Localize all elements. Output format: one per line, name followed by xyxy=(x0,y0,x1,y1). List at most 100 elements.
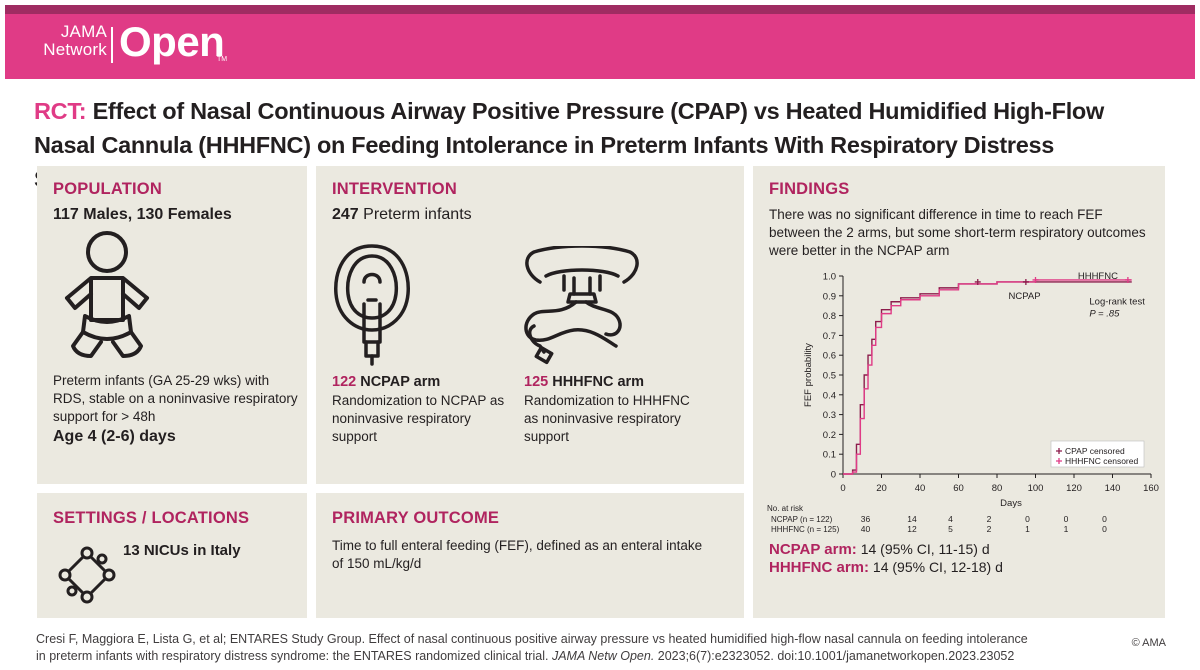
risk-value: 12 xyxy=(907,524,917,534)
citation-journal: JAMA Netw Open. xyxy=(551,649,655,663)
x-tick-label: 140 xyxy=(1105,483,1121,494)
risk-row-label: NCPAP (n = 122) xyxy=(771,515,833,524)
logo-open: Open xyxy=(119,18,225,65)
risk-row-label: HHHFNC (n = 125) xyxy=(771,525,840,534)
findings-label: FINDINGS xyxy=(769,180,850,198)
logo-jama-network: JAMA Network xyxy=(37,23,107,59)
hhhfnc-result-value: 14 (95% CI, 12-18) d xyxy=(872,559,1003,575)
population-headline: 117 Males, 130 Females xyxy=(53,206,232,223)
risk-value: 0 xyxy=(1025,514,1030,524)
citation-part1: Cresi F, Maggiora E, Lista G, et al; ENT… xyxy=(36,632,1028,663)
population-description: Preterm infants (GA 25-29 wks) with RDS,… xyxy=(53,373,298,424)
findings-panel: FINDINGS There was no significant differ… xyxy=(753,166,1165,618)
ncpap-result-label: NCPAP arm: xyxy=(769,541,857,558)
y-tick-label: 0 xyxy=(831,470,836,481)
risk-value: 14 xyxy=(907,514,917,524)
y-tick-label: 0.9 xyxy=(823,291,836,302)
ncpap-result: NCPAP arm: 14 (95% CI, 11-15) d xyxy=(769,541,990,558)
x-tick-label: 60 xyxy=(953,483,964,494)
censor-mark xyxy=(1022,278,1029,285)
annotation-line1: Log-rank test xyxy=(1089,297,1145,308)
x-axis-label: Days xyxy=(1000,498,1022,509)
x-tick-label: 160 xyxy=(1143,483,1159,494)
y-tick-label: 0.2 xyxy=(823,430,836,441)
legend-label: HHHFNC censored xyxy=(1065,456,1138,466)
copyright: © AMA xyxy=(1131,637,1166,649)
legend-label: CPAP censored xyxy=(1065,446,1125,456)
y-tick-label: 1.0 xyxy=(823,272,836,283)
ncpap-result-value: 14 (95% CI, 11-15) d xyxy=(860,541,990,557)
citation: Cresi F, Maggiora E, Lista G, et al; ENT… xyxy=(36,631,1036,665)
logo-line-network: Network xyxy=(43,40,107,59)
population-panel: POPULATION 117 Males, 130 Females Preter… xyxy=(37,166,307,484)
x-tick-label: 20 xyxy=(876,483,887,494)
logo-line-jama: JAMA xyxy=(60,22,107,41)
population-label: POPULATION xyxy=(53,180,162,198)
x-tick-label: 0 xyxy=(840,483,845,494)
y-tick-label: 0.5 xyxy=(823,371,836,382)
legend-marker xyxy=(1056,458,1062,464)
km-chart: 00.10.20.30.40.50.60.70.80.91.00 20 40 60 80… xyxy=(767,271,1159,534)
series-line-hhhfnc xyxy=(843,279,1132,475)
risk-value: 0 xyxy=(1102,524,1107,534)
intervention-panel: INTERVENTION 247 Preterm infants xyxy=(316,166,744,484)
nasal-cannula-icon xyxy=(524,246,639,365)
legend-marker xyxy=(1056,448,1062,454)
ncpap-arm-description: Randomization to NCPAP as noninvasive re… xyxy=(332,393,505,444)
annotation-line2: P = .85 xyxy=(1089,309,1120,320)
hhhfnc-arm-name: HHHFNC arm xyxy=(552,374,645,390)
censor-mark xyxy=(974,278,981,285)
risk-table-header: No. at risk xyxy=(767,504,804,513)
title-prefix: RCT: xyxy=(34,98,87,124)
cpap-mask-icon xyxy=(334,244,410,366)
risk-value: 40 xyxy=(861,524,871,534)
hhhfnc-result: HHHFNC arm: 14 (95% CI, 12-18) d xyxy=(769,559,1003,576)
y-tick-label: 0.4 xyxy=(823,390,836,401)
ncpap-arm-heading: 122 NCPAP arm xyxy=(332,374,440,390)
primary-outcome-label: PRIMARY OUTCOME xyxy=(332,509,500,527)
y-tick-label: 0.6 xyxy=(823,351,836,362)
primary-outcome-text: Time to full enteral feeding (FEF), defi… xyxy=(332,538,703,571)
settings-label: SETTINGS / LOCATIONS xyxy=(53,509,250,527)
intervention-label: INTERVENTION xyxy=(332,180,457,198)
risk-value: 1 xyxy=(1064,524,1069,534)
risk-value: 0 xyxy=(1102,514,1107,524)
ncpap-arm-name: NCPAP arm xyxy=(360,374,441,390)
logo-divider xyxy=(111,27,113,63)
risk-value: 2 xyxy=(987,524,992,534)
risk-value: 5 xyxy=(948,524,953,534)
censor-mark xyxy=(1032,276,1039,283)
censor-mark xyxy=(1124,276,1131,283)
risk-value: 0 xyxy=(1064,514,1069,524)
x-tick-label: 120 xyxy=(1066,483,1082,494)
hhhfnc-arm-heading: 125 HHHFNC arm xyxy=(524,374,644,390)
series-label-ncpap: NCPAP xyxy=(1009,291,1041,302)
y-axis-label: FEF probability xyxy=(803,343,814,407)
population-age: Age 4 (2-6) days xyxy=(53,428,176,445)
legend-box xyxy=(1050,440,1145,468)
intervention-count-text: Preterm infants xyxy=(363,206,472,223)
hhhfnc-arm-description: Randomization to HHHFNC as noninvasive r… xyxy=(524,393,690,444)
risk-value: 36 xyxy=(861,514,871,524)
x-tick-label: 80 xyxy=(992,483,1003,494)
y-tick-label: 0.1 xyxy=(823,450,836,461)
infant-icon xyxy=(65,231,149,358)
header-top-stripe xyxy=(5,5,1195,14)
header-banner: JAMA Network Open TM xyxy=(5,5,1195,79)
logo-trademark: TM xyxy=(217,56,228,63)
risk-value: 1 xyxy=(1025,524,1030,534)
x-tick-label: 40 xyxy=(915,483,926,494)
risk-value: 2 xyxy=(987,514,992,524)
intervention-count: 247 Preterm infants xyxy=(332,206,472,224)
citation-part2: 2023;6(7):e2323052. doi:10.1001/jamanetw… xyxy=(657,649,1015,663)
hhhfnc-arm-n: 125 xyxy=(524,374,549,390)
settings-panel: SETTINGS / LOCATIONS 13 NICUs in Italy xyxy=(37,493,307,618)
settings-text: 13 NICUs in Italy xyxy=(123,542,241,559)
series-label-hhhfnc: HHHFNC xyxy=(1078,271,1118,282)
x-tick-label: 100 xyxy=(1028,483,1044,494)
ncpap-arm-n: 122 xyxy=(332,374,357,390)
y-tick-label: 0.3 xyxy=(823,410,836,421)
risk-value: 4 xyxy=(948,514,953,524)
primary-outcome-panel: PRIMARY OUTCOME Time to full enteral fee… xyxy=(316,493,744,618)
findings-text: There was no significant difference in t… xyxy=(769,207,1146,258)
